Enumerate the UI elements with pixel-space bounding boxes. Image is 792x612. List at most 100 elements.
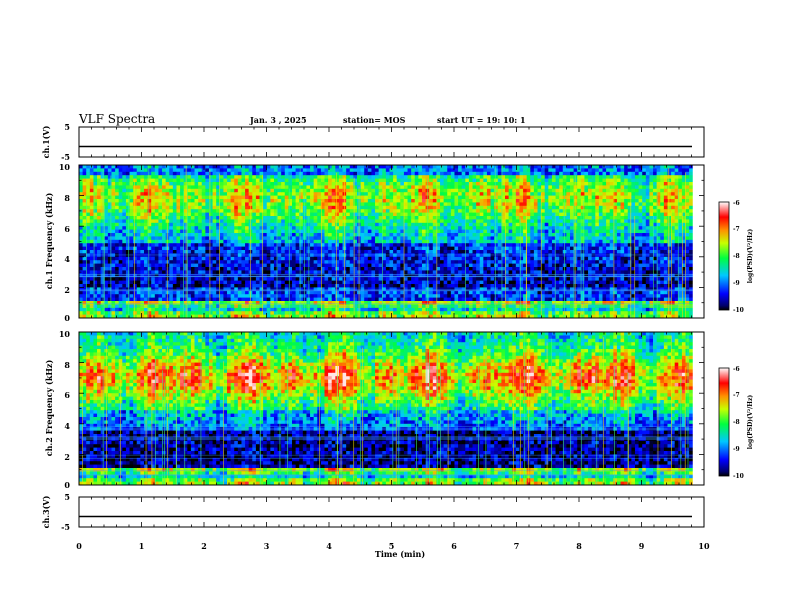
spectrogram-cell [212, 314, 217, 319]
spectrogram-cell [324, 202, 329, 207]
spectrogram-cell [270, 270, 275, 275]
spectrogram-cell [306, 273, 311, 278]
spectrogram-cell [252, 168, 257, 173]
spectrogram-cell [255, 195, 260, 200]
spectrogram-cell [172, 294, 177, 298]
spectrogram-cell [82, 229, 87, 234]
spectrogram-cell [208, 212, 213, 217]
spectrogram-cell [364, 195, 369, 200]
spectrogram-cell [295, 188, 300, 193]
spectrogram-cell [461, 168, 466, 173]
spectrogram-cell [277, 260, 282, 264]
spectrogram-cell [461, 280, 466, 285]
spectrogram-cell [302, 168, 307, 173]
spectrogram-cell [208, 280, 213, 285]
spectrogram-cell [172, 253, 177, 258]
spectrogram-cell [89, 280, 94, 285]
spectrogram-cell [165, 307, 170, 312]
spectrogram-cell [172, 277, 177, 281]
spectrogram-cell [335, 165, 340, 169]
spectrogram-cell [273, 301, 278, 305]
spectrogram-cell [263, 188, 268, 193]
spectrogram-cell [100, 195, 105, 200]
spectrogram-cell [176, 280, 181, 285]
spectrogram-cell [125, 277, 130, 281]
spectrogram-cell [389, 192, 394, 196]
spectrogram-cell [353, 267, 358, 271]
spectrogram-cell [122, 314, 127, 319]
spectrogram-cell [454, 277, 459, 281]
spectrogram-cell [346, 270, 351, 275]
spectrogram-cell [382, 171, 387, 176]
spectrogram-cell [255, 178, 260, 183]
spectrogram-cell [154, 243, 159, 247]
spectrogram-cell [118, 280, 123, 285]
spectrogram-cell [320, 273, 325, 278]
spectrogram-cell [241, 239, 246, 244]
spectrogram-cell [151, 297, 156, 302]
spectrogram-cell [403, 311, 408, 315]
spectrogram-cell [172, 236, 177, 241]
spectrogram-cell [212, 219, 217, 224]
spectrogram-cell [277, 202, 282, 207]
spectrogram-cell [335, 219, 340, 224]
spectrogram-cell [194, 175, 199, 179]
spectrogram-cell [136, 311, 141, 315]
spectrogram-cell [223, 209, 228, 213]
spectrogram-cell [465, 246, 470, 251]
spectrogram-cell [187, 233, 192, 237]
spectrogram-cell [100, 188, 105, 193]
spectrogram-cell [270, 297, 275, 302]
spectrogram-cell [212, 256, 217, 261]
spectrogram-cell [248, 188, 253, 193]
spectrogram-cell [378, 290, 383, 295]
spectrogram-cell [93, 253, 98, 258]
spectrogram-cell [375, 307, 380, 312]
spectrogram-cell [118, 171, 123, 176]
spectrogram-cell [418, 277, 423, 281]
spectrogram-cell [324, 267, 329, 271]
spectrogram-cell [140, 243, 145, 247]
spectrogram-cell [255, 273, 260, 278]
spectrogram-cell [440, 226, 445, 230]
spectrogram-cell [447, 284, 452, 288]
spectrogram-cell [255, 192, 260, 196]
spectrogram-cell [360, 233, 365, 237]
spectrogram-cell [450, 290, 455, 295]
spectrogram-cell [79, 273, 84, 278]
spectrogram-cell [111, 250, 116, 254]
spectrogram-cell [396, 216, 401, 220]
spectrogram-cell [111, 212, 116, 217]
spectrogram-cell [378, 188, 383, 193]
spectrogram-cell [429, 216, 434, 220]
spectrogram-cell [111, 290, 116, 295]
spectrogram-cell [165, 233, 170, 237]
spectrogram-cell [136, 239, 141, 244]
spectrogram-cell [400, 273, 405, 278]
spectrogram-cell [201, 243, 206, 247]
spectrogram-cell [190, 256, 195, 261]
spectrogram-cell [360, 270, 365, 275]
spectrogram-cell [302, 301, 307, 305]
spectrogram-cell [299, 175, 304, 179]
spectrogram-cell [115, 233, 120, 237]
spectrogram-cell [371, 246, 376, 251]
spectrogram-cell [183, 263, 188, 268]
spectrogram-cell [385, 273, 390, 278]
spectrogram-cell [436, 273, 441, 278]
spectrogram-cell [266, 294, 271, 298]
spectrogram-cell [259, 175, 264, 179]
spectrogram-cell [277, 246, 282, 251]
spectrogram-cell [259, 297, 264, 302]
spectrogram-cell [302, 236, 307, 241]
spectrogram-cell [212, 188, 217, 193]
spectrogram-cell [122, 250, 127, 254]
spectrogram-cell [133, 216, 138, 220]
spectrogram-cell [338, 277, 343, 281]
spectrogram-cell [389, 182, 394, 186]
spectrogram-cell [122, 229, 127, 234]
spectrogram-cell [292, 199, 297, 203]
spectrogram-cell [143, 263, 148, 268]
spectrogram-cell [306, 175, 311, 179]
spectrogram-cell [310, 209, 315, 213]
